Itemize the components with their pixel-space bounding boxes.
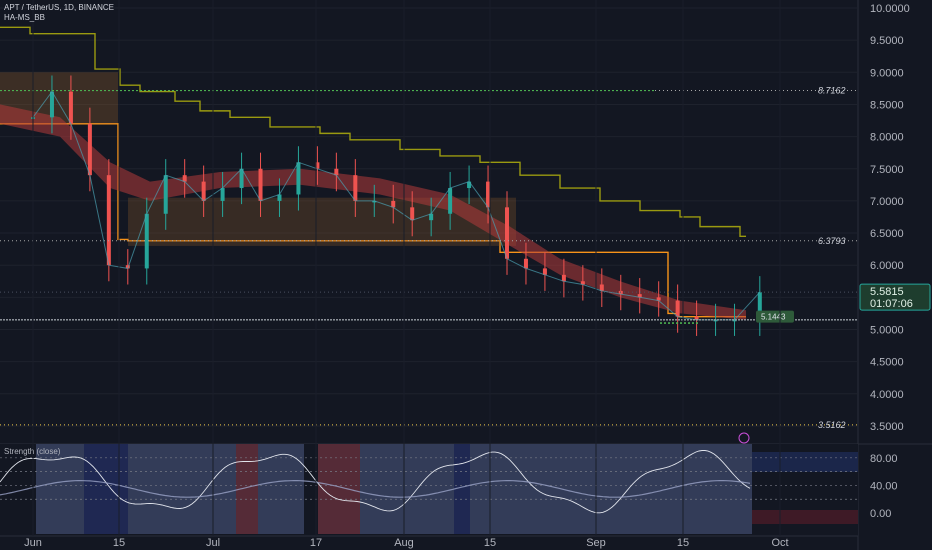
moving-average-ribbon [0,104,746,320]
price-tick-label: 7.0000 [870,196,904,208]
strength-band [128,444,236,534]
price-tick-label: 6.5000 [870,228,904,240]
price-tick-label: 7.5000 [870,164,904,176]
candle-body [182,175,187,182]
current-price-label: 5.5815 [870,286,904,298]
strength-band [454,444,470,534]
resistance-step-line [0,26,746,237]
strength-band [236,444,258,534]
price-tick-label: 6.0000 [870,260,904,272]
candle-body [675,300,680,317]
price-tick-label: 8.0000 [870,132,904,144]
candle-body [467,181,472,189]
price-tick-label: 9.5000 [870,35,904,47]
candle-body [637,294,642,298]
time-tick-label: Jul [206,537,220,549]
candle-body [125,265,130,269]
symbol-title[interactable]: APT / TetherUS, 1D, BINANCE [4,3,114,12]
price-tick-label: 9.0000 [870,67,904,79]
strength-pane-label[interactable]: Strength (close) [4,447,61,456]
price-tick-label: 5.0000 [870,325,904,337]
candle-body [410,207,415,221]
candle-body [201,181,206,201]
price-close-line [32,90,761,321]
candle-body [258,168,263,201]
strength-band-bottom [752,510,858,524]
strength-band [360,444,454,534]
strength-tick-label: 0.00 [870,508,891,520]
candle-body [144,213,149,269]
time-tick-label: 15 [113,537,125,549]
candle-body [542,268,547,275]
price-tick-label: 8.5000 [870,99,904,111]
candle-body [429,213,434,221]
candle-body [505,207,509,259]
candle-body [694,316,699,320]
candle-body [106,175,111,266]
candle-body [448,188,453,214]
price-tick-label: 3.5000 [870,421,904,433]
candle-body [599,284,604,291]
level-label: 3.5162 [818,420,846,430]
time-tick-label: 15 [484,537,496,549]
candle-body [580,281,585,285]
countdown-label: 01:07:06 [870,298,913,310]
candle-body [87,123,92,176]
candle-body [68,91,73,124]
current-price-badge [859,283,931,311]
time-tick-label: Oct [771,537,788,549]
candle-body [757,292,762,320]
strength-oscillator-line [0,450,751,514]
candle-body [713,319,718,322]
candle-body [277,194,282,201]
strength-band [318,444,360,534]
price-tick-label: 10.0000 [870,3,910,15]
strength-band [470,444,570,534]
strength-signal-line [0,480,751,498]
price-axis-bg [858,0,932,550]
candle-body [732,319,737,322]
strength-band [84,444,128,534]
candle-body [239,168,244,189]
candle-body [296,162,301,195]
candle-body [163,175,168,214]
time-tick-label: 15 [677,537,689,549]
candle-body [353,175,358,201]
chart-header: APT / TetherUS, 1D, BINANCE HA-MS_BB [4,3,114,23]
candle-body [372,200,377,203]
strength-tick-label: 40.00 [870,480,898,492]
strength-band [570,444,752,534]
candle-body [656,297,661,301]
indicator-label[interactable]: HA-MS_BB [4,13,45,22]
strength-band-top [752,452,858,472]
time-tick-label: Sep [586,537,606,549]
price-tag-box [756,310,794,323]
strength-tick-label: 80.00 [870,453,898,465]
candle-body [523,258,528,269]
time-tick-label: Aug [394,537,414,549]
candle-body [561,274,566,282]
alert-circle-icon [738,432,750,444]
candle-body [49,91,54,118]
price-tick-label: 4.5000 [870,357,904,369]
level-label: 8.7162 [818,86,846,96]
strength-pane-bg [0,444,858,536]
candle-body [334,168,339,176]
time-tick-label: 17 [310,537,322,549]
time-tick-label: Jun [24,537,42,549]
price-tag-label: 5.1443 [761,313,786,322]
candle-body [391,200,396,208]
price-tick-label: 4.0000 [870,389,904,401]
level-label: 6.3793 [818,236,846,246]
candle-body [315,162,320,169]
candle-body [220,188,225,201]
candle-body [486,181,491,208]
